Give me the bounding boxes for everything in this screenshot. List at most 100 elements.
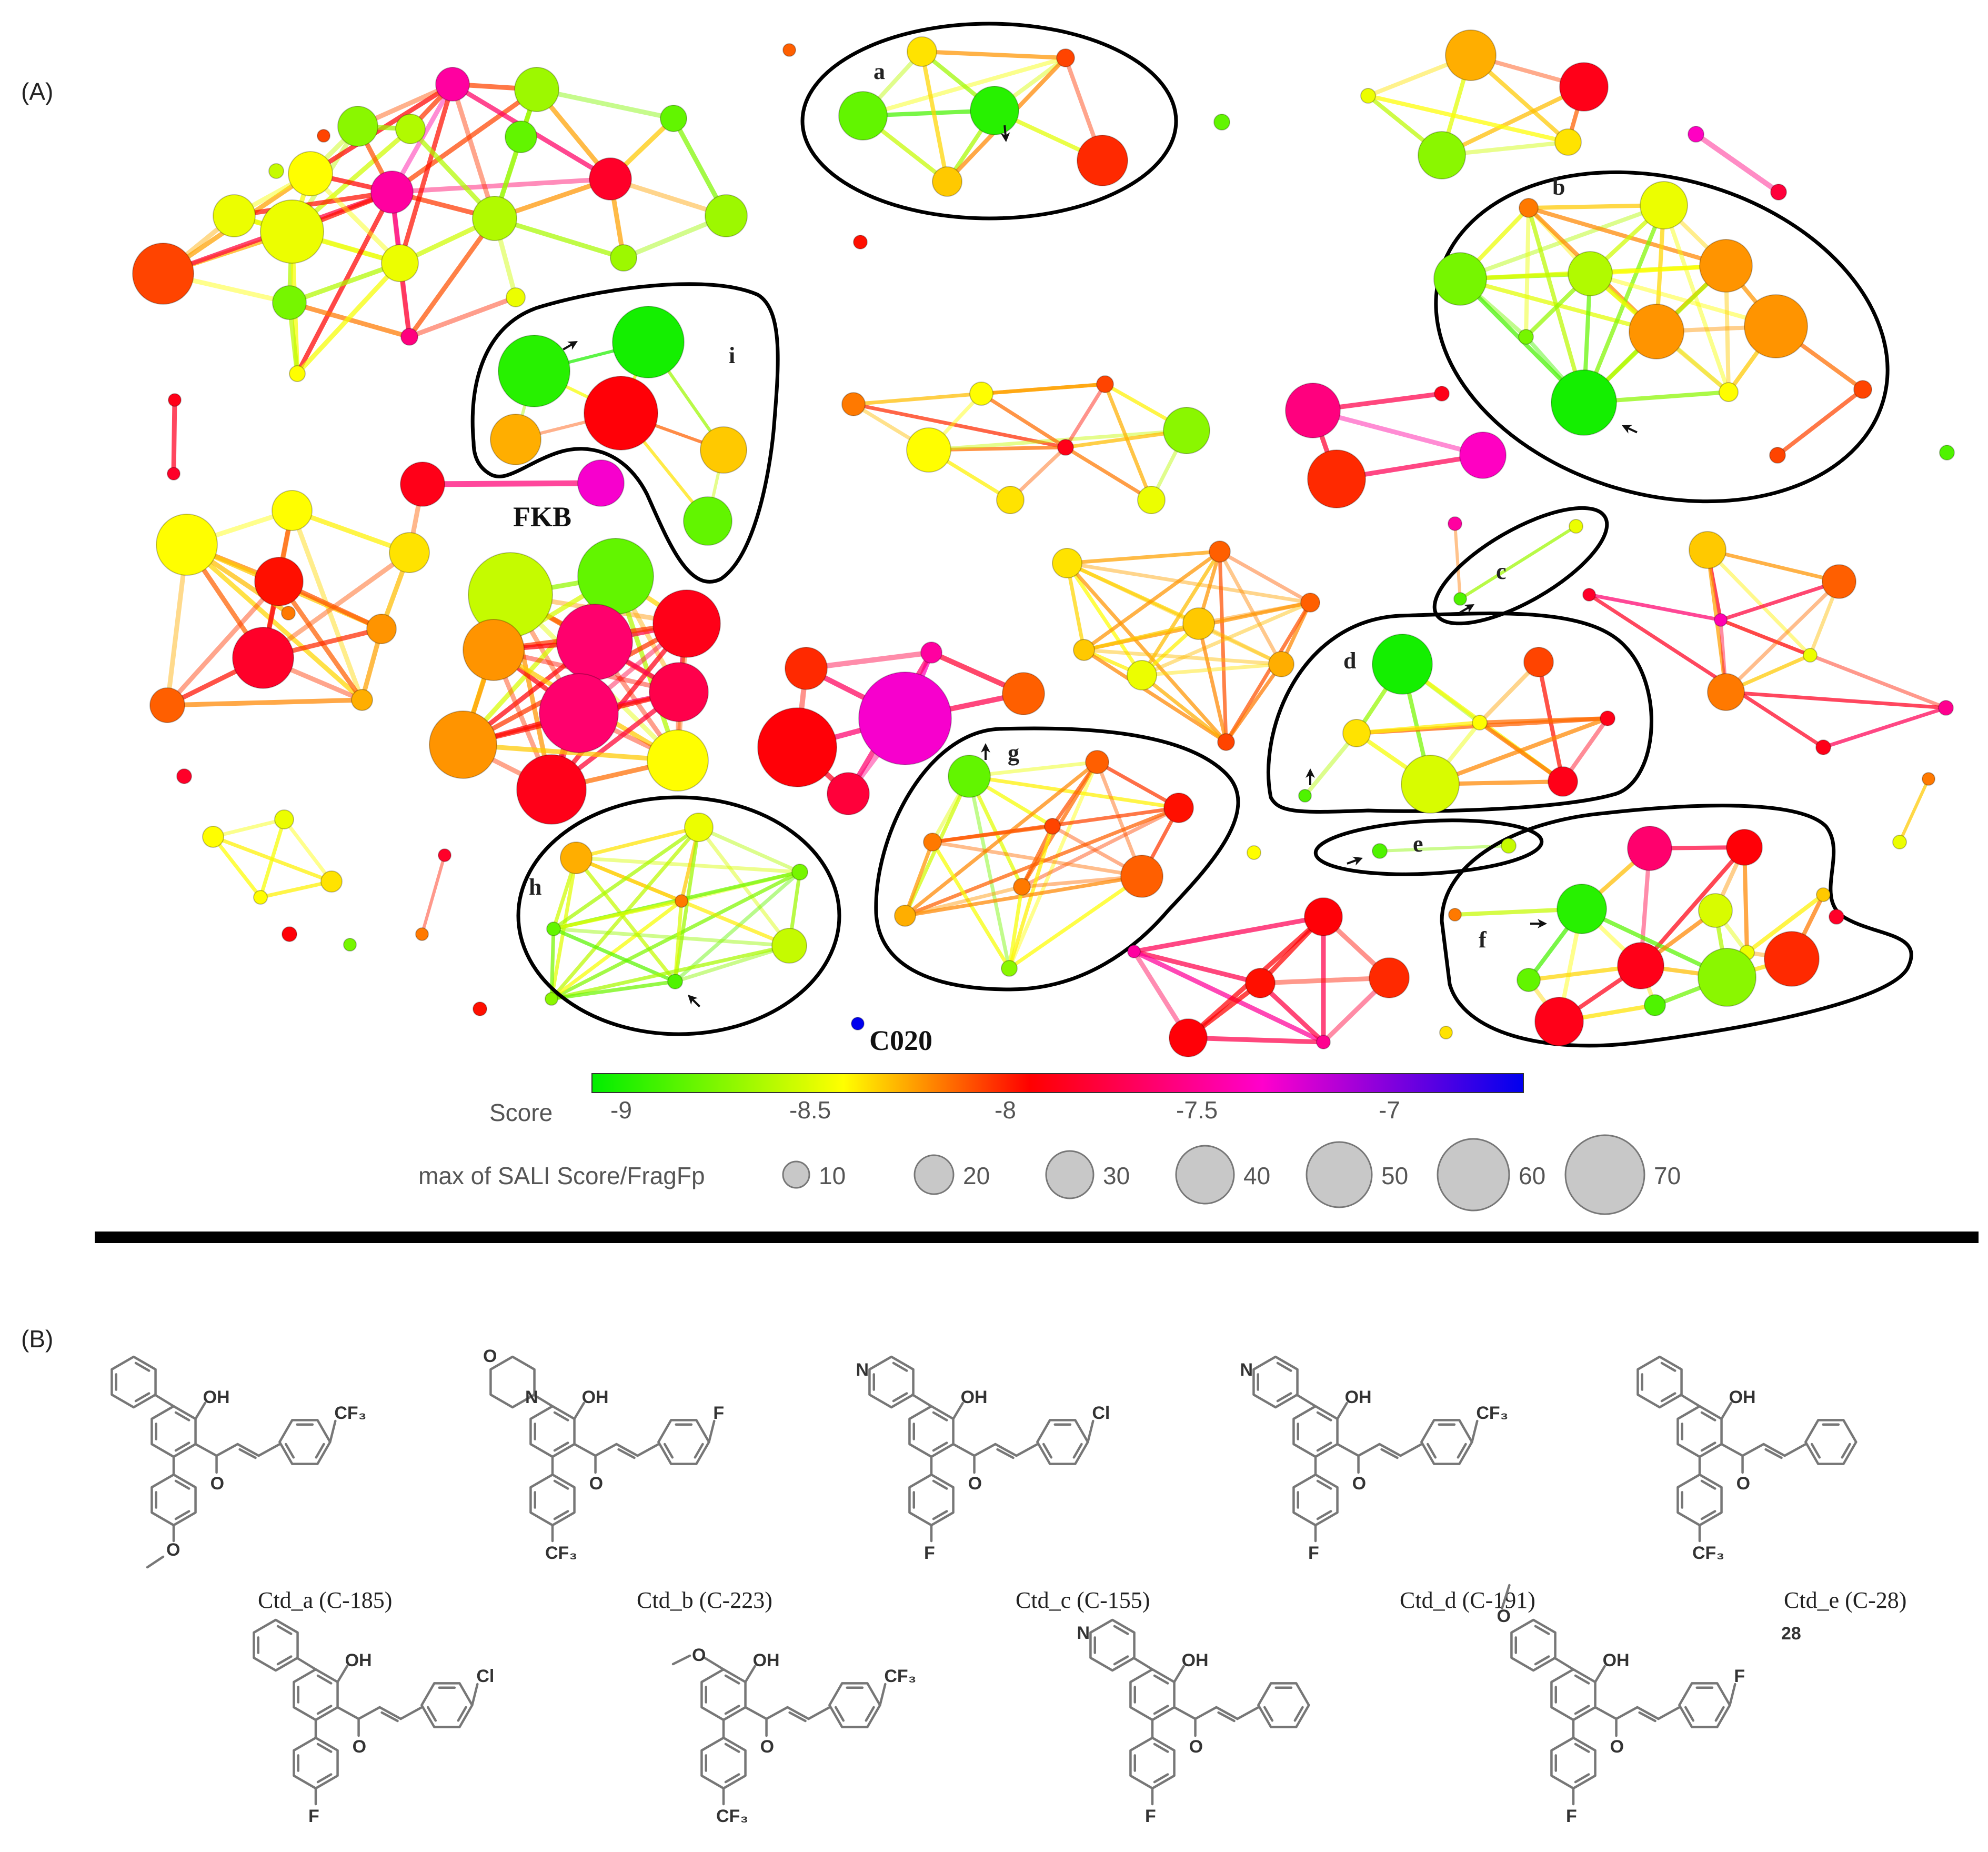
network-node xyxy=(317,129,330,143)
network-edge xyxy=(1428,716,1610,786)
network-node xyxy=(1073,639,1095,661)
network-edge xyxy=(1588,272,1778,328)
network-node xyxy=(683,496,732,546)
network-node xyxy=(1096,375,1114,393)
network-edge xyxy=(1745,893,1825,955)
network-edge xyxy=(1082,648,1228,744)
network-node xyxy=(539,673,619,753)
cluster-letter-g: g xyxy=(1008,740,1019,766)
network-node xyxy=(1342,719,1371,747)
network-edge xyxy=(903,840,935,918)
substituent-label: Cl xyxy=(476,1666,494,1686)
size-legend-value: 60 xyxy=(1519,1162,1545,1189)
network-node xyxy=(577,459,625,507)
network-edge xyxy=(1020,824,1055,889)
network-node xyxy=(1182,607,1215,640)
network-node xyxy=(948,755,991,798)
substituent-label: CF₃ xyxy=(1692,1543,1724,1563)
molecule-panel: OH O O CF₃ Ctd_a (C-185) OH N O CF₃ O F Ctd_b (C-22… xyxy=(111,1346,1906,1852)
panel-label-b: (B) xyxy=(21,1325,53,1353)
network-node xyxy=(1534,997,1584,1046)
network-node xyxy=(1127,660,1157,690)
score-tick-4: -7.5 xyxy=(1176,1096,1218,1124)
network-node xyxy=(1517,968,1541,992)
network-node xyxy=(288,151,333,196)
score-legend: Score -9 -8.5 -8 -7.5 -7 xyxy=(489,1073,1524,1126)
molecule-name: Ctd_h (C-119) xyxy=(1237,1850,1371,1852)
network-edge xyxy=(673,870,802,984)
network-node xyxy=(1629,304,1684,359)
network-node xyxy=(652,589,721,658)
network-edge xyxy=(574,856,677,984)
molecule-structure: OH N F O Ctd_h (C-119) xyxy=(1077,1618,1371,1852)
network-edge xyxy=(1131,949,1263,986)
highlight-arrow xyxy=(1306,768,1315,785)
network-node xyxy=(1698,893,1733,928)
cluster-letter-b: b xyxy=(1552,174,1565,200)
network-edge xyxy=(574,856,802,874)
network-node xyxy=(370,171,414,214)
hydroxyl-label: OH xyxy=(345,1650,372,1670)
hydroxyl-label: OH xyxy=(1729,1387,1756,1407)
molecule-name: Ctd_d (C-191) xyxy=(1400,1587,1535,1613)
network-edge xyxy=(420,854,446,936)
cluster-outline-c xyxy=(1432,506,1609,626)
network-edge xyxy=(920,49,1068,60)
network-edge xyxy=(1440,85,1586,157)
network-node xyxy=(506,287,526,307)
molecule-structure: OH O CF₃ O CF₃ Ctd_g (C-180) xyxy=(671,1645,943,1852)
network-edge xyxy=(551,899,684,931)
network-edge xyxy=(1808,653,1948,710)
network-node xyxy=(577,538,654,615)
network-node xyxy=(1803,648,1818,663)
network-node xyxy=(1209,540,1231,563)
network-edge xyxy=(930,840,1144,878)
network-edge xyxy=(1719,618,1812,657)
network-node xyxy=(274,809,294,829)
network-node xyxy=(584,376,658,451)
network-node xyxy=(923,833,942,852)
network-node xyxy=(684,813,714,842)
network-node xyxy=(1001,960,1018,977)
network-node xyxy=(463,619,525,681)
hydroxyl-label: OH xyxy=(1603,1650,1630,1670)
substituent-label: Cl xyxy=(1092,1403,1110,1423)
network-edge xyxy=(979,382,1107,396)
network-node xyxy=(1372,634,1433,695)
size-legend-circle xyxy=(1564,1134,1645,1215)
c020-label: C020 xyxy=(869,1025,932,1056)
network-edge xyxy=(979,392,1068,449)
network-node xyxy=(920,642,942,664)
network-edge xyxy=(1020,806,1181,889)
network-edge xyxy=(574,856,684,903)
network-node xyxy=(1268,651,1294,677)
network-edge xyxy=(1007,874,1144,970)
nitrogen-label: N xyxy=(525,1387,538,1407)
network-edge xyxy=(549,899,684,1001)
network-edge xyxy=(1065,561,1283,666)
network-edge xyxy=(1705,548,1812,657)
size-legend-circle xyxy=(1306,1141,1373,1208)
network-node xyxy=(827,772,870,815)
network-node xyxy=(149,687,185,723)
network-node xyxy=(435,67,470,102)
network-edge xyxy=(1095,760,1181,810)
network-node xyxy=(1459,432,1507,479)
network-node xyxy=(1548,766,1578,797)
network-edge xyxy=(1065,561,1144,677)
network-edge xyxy=(1524,206,1531,339)
network-node xyxy=(1057,439,1074,456)
network-edge xyxy=(1258,975,1392,986)
network-edge xyxy=(1224,662,1283,744)
cluster-letter-h: h xyxy=(529,874,541,900)
size-legend-value: 30 xyxy=(1103,1162,1130,1189)
cluster-outlines xyxy=(470,22,1913,1048)
network-edge xyxy=(1140,600,1312,677)
oxygen-label: O xyxy=(483,1346,497,1366)
network-edge xyxy=(1007,885,1024,970)
network-node xyxy=(660,105,687,132)
highlight-arrow xyxy=(1530,919,1547,928)
network-edge xyxy=(1898,777,1930,844)
network-node xyxy=(516,754,587,825)
network-node xyxy=(505,121,537,153)
